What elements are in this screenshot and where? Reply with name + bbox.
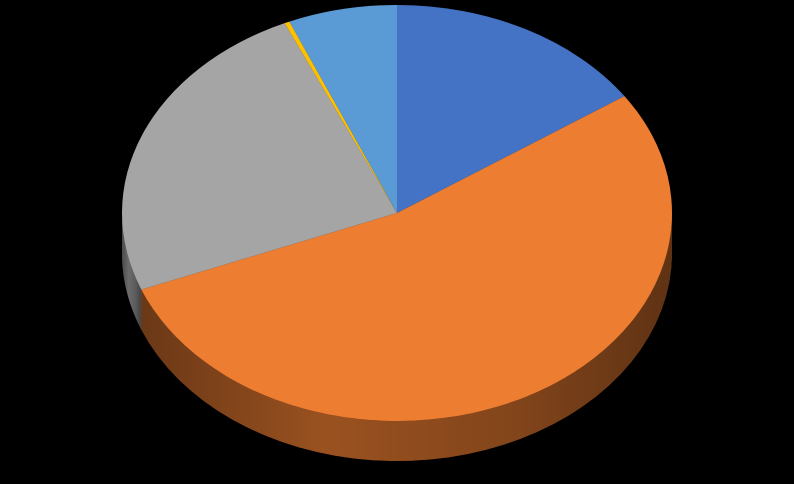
pie-slice-4 [284, 21, 397, 214]
pie-top-layer [121, 4, 672, 421]
pie-slice-side-shade-3 [122, 213, 142, 330]
pie-slice-3 [121, 23, 397, 290]
pie-slice-1 [397, 5, 625, 213]
pie-slice-2 [141, 96, 672, 421]
pie-slice-5 [289, 4, 397, 213]
